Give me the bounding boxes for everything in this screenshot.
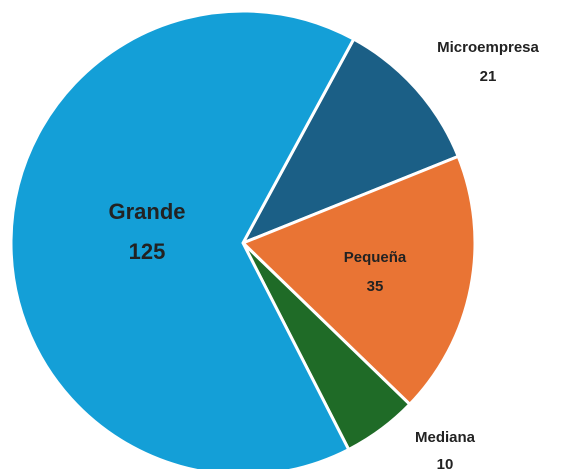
slice-value: 125: [129, 239, 166, 264]
slice-label: Mediana: [415, 429, 476, 446]
slice-label: Pequeña: [344, 249, 407, 266]
pie-slice: [9, 9, 356, 469]
slice-value: 21: [480, 68, 497, 85]
slice-label: Grande: [108, 199, 185, 224]
pie-slice: [240, 154, 477, 407]
slice-label: Microempresa: [437, 39, 539, 56]
slice-value: 35: [367, 278, 384, 295]
slice-value: 10: [437, 456, 454, 469]
pie-slice: [239, 37, 461, 246]
